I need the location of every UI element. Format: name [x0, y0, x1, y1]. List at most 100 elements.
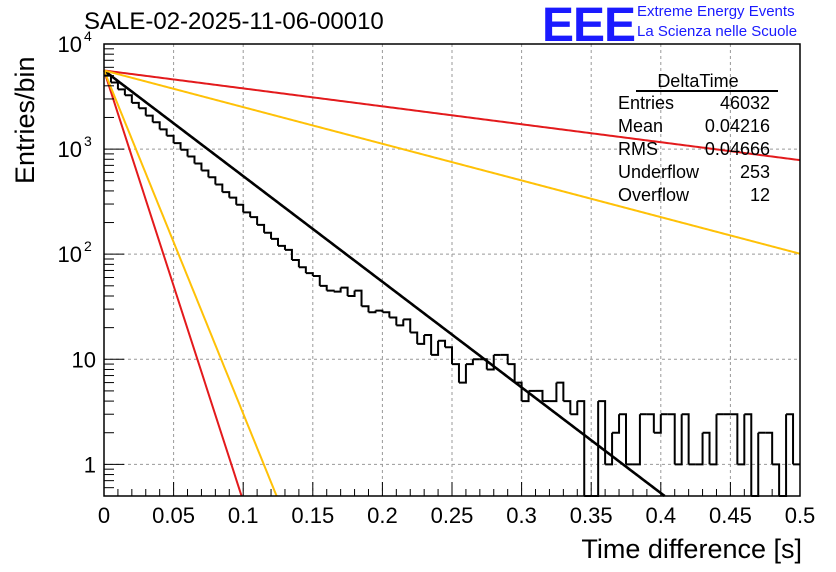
- exp-fit-curve: [103, 69, 666, 498]
- histogram-bin: [305, 272, 314, 276]
- histogram-bin: [445, 346, 453, 365]
- histogram-bin: [222, 191, 231, 198]
- histogram-bin: [479, 358, 488, 370]
- histogram-bin: [667, 413, 676, 465]
- histogram-bin: [709, 414, 718, 466]
- histogram-bin: [535, 389, 544, 402]
- y-tick-label: 10: [58, 32, 82, 57]
- histogram-bin: [298, 266, 307, 274]
- histogram-bin: [340, 286, 349, 296]
- histogram-bin: [605, 432, 614, 466]
- histogram-layer: [104, 74, 800, 497]
- stats-box: DeltaTime Entries 46032 Mean 0.04216 RMS…: [612, 70, 778, 207]
- y-tick-label: 10: [58, 137, 82, 162]
- histogram-bin: [166, 134, 175, 144]
- histogram-bin: [117, 88, 126, 96]
- x-tick-label: 0.05: [152, 503, 195, 528]
- x-axis-title: Time difference [s]: [581, 534, 802, 564]
- histogram-bin: [187, 155, 196, 164]
- logo-line-1: Extreme Energy Events: [637, 3, 795, 20]
- histogram-bin: [333, 287, 342, 293]
- histogram-bin: [138, 107, 147, 116]
- y-axis-title: Entries/bin: [10, 56, 40, 184]
- stats-value: 12: [749, 185, 770, 205]
- stats-title: DeltaTime: [657, 71, 739, 91]
- histogram-bin: [319, 284, 328, 291]
- histogram-bin: [347, 290, 356, 297]
- stats-value: 0.04216: [704, 116, 770, 136]
- histogram-bin: [500, 353, 509, 365]
- ref-slow-red-curve: [103, 69, 801, 162]
- x-tick-label: 0.25: [431, 503, 474, 528]
- histogram-bin: [646, 413, 655, 433]
- histogram-bin: [730, 413, 739, 465]
- histogram-bin: [681, 413, 690, 465]
- ref-slow-yellow-curve: [103, 69, 801, 255]
- stats-label: RMS: [618, 139, 658, 159]
- histogram-bin: [514, 381, 523, 402]
- histogram-bin: [591, 401, 600, 497]
- histogram-bin: [194, 162, 203, 171]
- histogram-bin: [765, 431, 774, 465]
- eee-logo: EEE: [542, 0, 636, 52]
- histogram-bin: [208, 176, 217, 185]
- x-tick-label: 0.4: [646, 503, 677, 528]
- histogram-bin: [396, 319, 405, 327]
- histogram-bin: [452, 363, 460, 383]
- histogram-bin: [772, 463, 781, 496]
- histogram-bin: [312, 275, 321, 286]
- x-tick-label: 0: [98, 503, 110, 528]
- y-tick-label: 10: [58, 242, 82, 267]
- histogram-bin: [124, 94, 133, 103]
- histogram-bin: [417, 335, 426, 345]
- stats-label: Underflow: [618, 162, 700, 182]
- histogram-bin: [674, 414, 683, 466]
- histogram-bin: [173, 142, 182, 150]
- run-title: SALE-02-2025-11-06-00010: [84, 8, 384, 35]
- tick-label-layer: 0 0.05 0.1 0.15 0.2 0.25 0.3 0.35 0.4 0.45 0.5 1 10 1…: [58, 28, 816, 528]
- histogram-bin: [695, 432, 704, 466]
- histogram-bin: [403, 318, 412, 333]
- histogram-bin: [563, 400, 572, 415]
- stats-row-entries: Entries 46032: [612, 92, 778, 115]
- histogram-bin: [389, 316, 398, 326]
- histogram-bin: [215, 183, 224, 193]
- histogram-bin: [744, 413, 753, 496]
- histogram-bin: [465, 359, 474, 366]
- histogram-bin: [236, 203, 245, 213]
- histogram-bin: [786, 413, 795, 465]
- histogram-bin: [438, 339, 447, 348]
- x-tick-label: 0.3: [506, 503, 537, 528]
- histogram-bin: [326, 289, 335, 292]
- histogram-bin: [458, 364, 467, 384]
- stats-value: 46032: [719, 93, 770, 113]
- histogram-bin: [110, 81, 119, 90]
- histogram-bin: [382, 311, 391, 318]
- histogram-bin: [131, 101, 140, 109]
- histogram-bin: [354, 289, 363, 307]
- histogram-bin: [632, 414, 641, 466]
- histogram-bin: [180, 148, 189, 157]
- x-tick-label: 0.35: [570, 503, 613, 528]
- histogram-bin: [368, 310, 377, 314]
- histogram-bin: [257, 223, 266, 233]
- stats-title-rule: [636, 90, 778, 92]
- histogram-bin: [145, 114, 154, 123]
- y-tick-label: 1: [84, 452, 96, 477]
- histogram-bin: [152, 121, 161, 130]
- stats-row-rms: RMS 0.04666: [612, 138, 778, 161]
- stats-value: 253: [739, 162, 770, 182]
- histogram-bin: [159, 128, 168, 136]
- stats-label: Overflow: [618, 185, 690, 205]
- histogram-bin: [653, 414, 662, 434]
- x-tick-label: 0.45: [709, 503, 752, 528]
- x-tick-label: 0.5: [785, 503, 816, 528]
- histogram-bin: [737, 414, 746, 466]
- stats-value: 0.04666: [704, 139, 770, 159]
- histogram-bin: [284, 248, 293, 261]
- histogram-bin: [619, 413, 627, 465]
- stats-row-underflow: Underflow 253: [612, 161, 778, 184]
- x-tick-label: 0.2: [367, 503, 398, 528]
- ref-fast-yellow-curve: [103, 70, 278, 497]
